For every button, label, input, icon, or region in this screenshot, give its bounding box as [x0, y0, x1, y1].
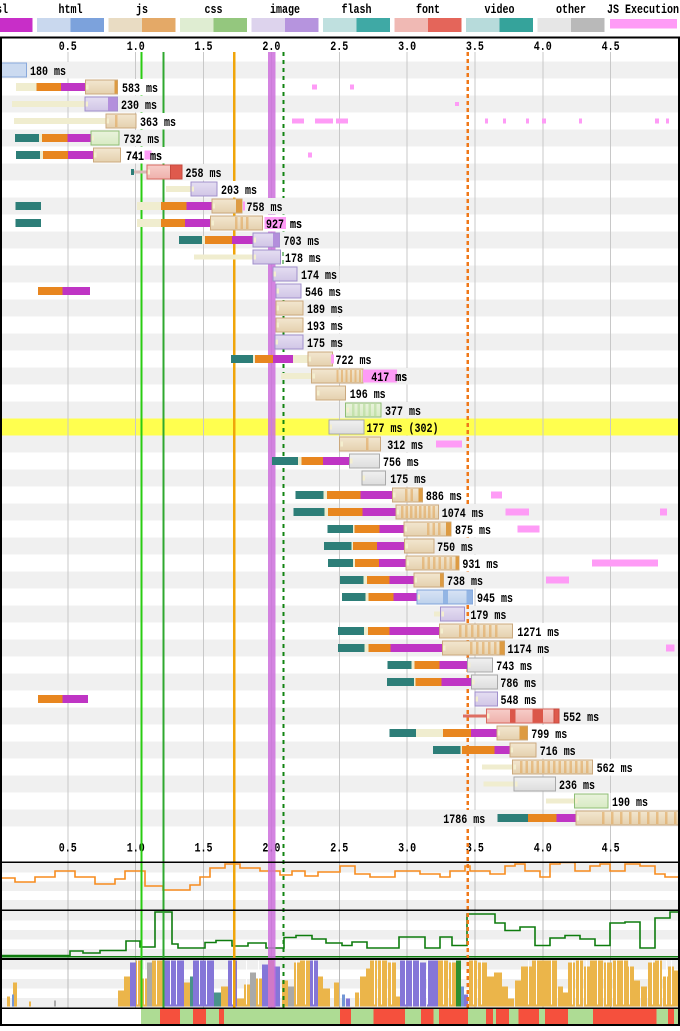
- svg-text:716 ms: 716 ms: [540, 744, 576, 759]
- svg-text:417 ms: 417 ms: [371, 370, 407, 385]
- svg-text:1.0: 1.0: [127, 39, 145, 54]
- svg-text:189 ms: 189 ms: [307, 302, 343, 317]
- svg-text:562 ms: 562 ms: [597, 761, 633, 776]
- svg-text:0.5: 0.5: [59, 39, 77, 54]
- svg-text:image: image: [270, 2, 300, 17]
- svg-text:html: html: [59, 2, 83, 17]
- svg-text:4.5: 4.5: [602, 39, 620, 54]
- svg-text:236 ms: 236 ms: [559, 778, 595, 793]
- svg-text:1271 ms: 1271 ms: [517, 625, 559, 640]
- svg-text:886 ms: 886 ms: [426, 489, 462, 504]
- svg-text:193 ms: 193 ms: [307, 319, 343, 334]
- svg-text:1074 ms: 1074 ms: [442, 506, 484, 521]
- svg-text:4.0: 4.0: [534, 841, 552, 856]
- svg-text:4.0: 4.0: [534, 39, 552, 54]
- svg-text:741 ms: 741 ms: [126, 149, 162, 164]
- svg-text:756 ms: 756 ms: [383, 455, 419, 470]
- svg-text:703 ms: 703 ms: [284, 234, 320, 249]
- svg-text:js: js: [136, 2, 148, 17]
- svg-text:3.0: 3.0: [398, 39, 416, 54]
- svg-text:196 ms: 196 ms: [350, 387, 386, 402]
- svg-text:258 ms: 258 ms: [186, 166, 222, 181]
- svg-text:743 ms: 743 ms: [496, 659, 532, 674]
- svg-text:583 ms: 583 ms: [122, 81, 158, 96]
- svg-text:875 ms: 875 ms: [455, 523, 491, 538]
- svg-text:175 ms: 175 ms: [307, 336, 343, 351]
- svg-text:180 ms: 180 ms: [30, 64, 66, 79]
- svg-text:0.5: 0.5: [59, 841, 77, 856]
- svg-text:2.5: 2.5: [330, 39, 348, 54]
- svg-text:1174 ms: 1174 ms: [508, 642, 550, 657]
- svg-text:4.5: 4.5: [602, 841, 620, 856]
- svg-text:flash: flash: [342, 2, 372, 17]
- svg-text:1.0: 1.0: [127, 841, 145, 856]
- svg-text:179 ms: 179 ms: [470, 608, 506, 623]
- svg-text:799 ms: 799 ms: [531, 727, 567, 742]
- svg-text:230 ms: 230 ms: [121, 98, 157, 113]
- svg-text:738 ms: 738 ms: [447, 574, 483, 589]
- svg-text:722 ms: 722 ms: [336, 353, 372, 368]
- svg-text:750 ms: 750 ms: [437, 540, 473, 555]
- svg-text:3.5: 3.5: [466, 39, 484, 54]
- svg-text:sl: sl: [0, 2, 8, 17]
- svg-text:758 ms: 758 ms: [247, 200, 283, 215]
- svg-text:1.5: 1.5: [195, 39, 213, 54]
- svg-text:css: css: [205, 2, 223, 17]
- svg-text:312 ms: 312 ms: [387, 438, 423, 453]
- svg-text:363 ms: 363 ms: [140, 115, 176, 130]
- svg-text:3.0: 3.0: [398, 841, 416, 856]
- svg-text:font: font: [416, 2, 440, 17]
- svg-text:786 ms: 786 ms: [500, 676, 536, 691]
- svg-text:3.5: 3.5: [466, 841, 484, 856]
- svg-text:174 ms: 174 ms: [301, 268, 337, 283]
- svg-text:927 ms: 927 ms: [266, 217, 302, 232]
- svg-text:2.0: 2.0: [262, 39, 280, 54]
- svg-text:video: video: [485, 2, 515, 17]
- svg-text:1.5: 1.5: [195, 841, 213, 856]
- svg-text:178 ms: 178 ms: [285, 251, 321, 266]
- svg-text:1786 ms: 1786 ms: [443, 812, 485, 827]
- svg-text:741 ms: 741 ms: [126, 149, 162, 164]
- svg-text:945 ms: 945 ms: [477, 591, 513, 606]
- svg-text:177 ms (302): 177 ms (302): [367, 421, 439, 436]
- svg-text:other: other: [556, 2, 586, 17]
- svg-text:175 ms: 175 ms: [390, 472, 426, 487]
- svg-text:931 ms: 931 ms: [462, 557, 498, 572]
- svg-text:377 ms: 377 ms: [385, 404, 421, 419]
- svg-text:190 ms: 190 ms: [612, 795, 648, 810]
- svg-text:732 ms: 732 ms: [124, 132, 160, 147]
- svg-text:2.5: 2.5: [330, 841, 348, 856]
- svg-text:203 ms: 203 ms: [221, 183, 257, 198]
- svg-text:552 ms: 552 ms: [563, 710, 599, 725]
- svg-text:548 ms: 548 ms: [501, 693, 537, 708]
- svg-text:JS Execution: JS Execution: [607, 2, 679, 17]
- svg-text:546 ms: 546 ms: [305, 285, 341, 300]
